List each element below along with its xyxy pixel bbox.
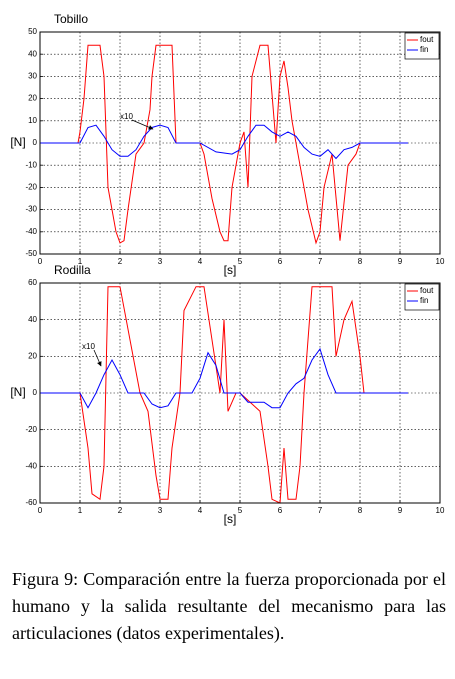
y-tick-label: 30 — [28, 72, 37, 81]
annotation: x10 — [82, 342, 95, 351]
y-tick-label: -60 — [25, 498, 37, 507]
y-tick-label: -20 — [25, 425, 37, 434]
series-line — [40, 347, 408, 409]
caption: Figura 9: Comparación entre la fuerza pr… — [12, 569, 446, 643]
x-axis-label: [s] — [224, 512, 237, 526]
y-tick-label: -50 — [25, 249, 37, 258]
chart-title: Rodilla — [54, 263, 91, 277]
x-tick-label: 6 — [278, 257, 283, 266]
annotation-arrow — [131, 119, 154, 130]
x-tick-label: 9 — [398, 506, 403, 515]
annotation: x10 — [120, 112, 133, 121]
x-tick-label: 0 — [38, 506, 43, 515]
y-tick-label: 60 — [28, 278, 37, 287]
x-axis-label: [s] — [224, 263, 237, 277]
x-tick-label: 9 — [398, 257, 403, 266]
legend-label: fin — [420, 296, 428, 305]
series-line — [40, 124, 408, 160]
x-tick-label: 1 — [78, 257, 83, 266]
y-tick-label: -40 — [25, 227, 37, 236]
x-tick-label: 7 — [318, 506, 323, 515]
legend-box — [404, 283, 440, 311]
plot-frame — [39, 282, 441, 504]
x-tick-label: 8 — [358, 506, 363, 515]
x-tick-label: 2 — [118, 257, 123, 266]
y-tick-label: 0 — [33, 388, 38, 397]
x-tick-label: 7 — [318, 257, 323, 266]
x-tick-label: 10 — [436, 506, 445, 515]
x-tick-label: 10 — [436, 257, 445, 266]
legend-label: fin — [420, 45, 428, 54]
y-tick-label: -30 — [25, 205, 37, 214]
y-axis-label: [N] — [10, 385, 25, 399]
legend-label: fout — [420, 286, 434, 295]
y-tick-label: 50 — [28, 27, 37, 36]
x-tick-label: 5 — [238, 257, 243, 266]
y-tick-label: 0 — [33, 138, 38, 147]
legend-box — [404, 32, 440, 60]
series-line — [40, 286, 408, 504]
y-tick-label: 40 — [28, 49, 37, 58]
x-tick-label: 3 — [158, 257, 163, 266]
charts: 0 1 2 3 4 5 6 7 8 9 10-50-40-30-20-1001020304050fo… — [10, 12, 445, 526]
y-tick-label: 40 — [28, 315, 37, 324]
x-tick-label: 1 — [78, 506, 83, 515]
plot-frame — [39, 31, 441, 255]
y-tick-label: 10 — [28, 116, 37, 125]
y-axis-label: [N] — [10, 135, 25, 149]
x-tick-label: 5 — [238, 506, 243, 515]
y-tick-label: -40 — [25, 461, 37, 470]
legend-label: fout — [420, 35, 434, 44]
x-tick-label: 3 — [158, 506, 163, 515]
y-tick-label: -10 — [25, 160, 37, 169]
x-tick-label: 4 — [198, 506, 203, 515]
x-tick-label: 8 — [358, 257, 363, 266]
y-tick-label: -20 — [25, 183, 37, 192]
chart-title: Tobillo — [54, 12, 88, 26]
x-tick-label: 6 — [278, 506, 283, 515]
x-tick-label: 4 — [198, 257, 203, 266]
series-line — [40, 44, 408, 245]
y-tick-label: 20 — [28, 351, 37, 360]
x-tick-label: 2 — [118, 506, 123, 515]
x-tick-label: 0 — [38, 257, 43, 266]
y-tick-label: 20 — [28, 94, 37, 103]
annotation-arrow — [93, 349, 102, 367]
